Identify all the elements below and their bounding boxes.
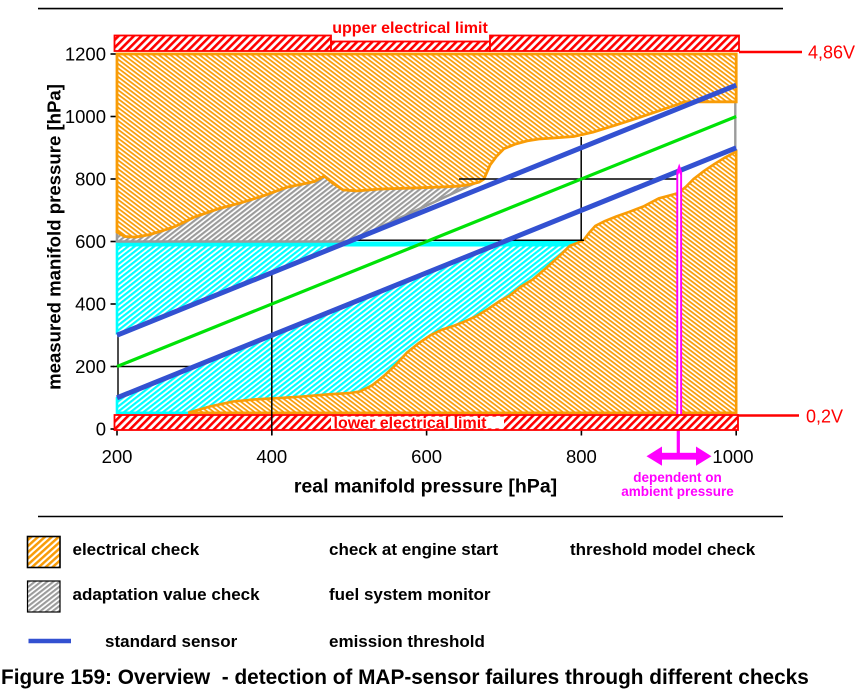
svg-text:1000: 1000 <box>65 106 106 127</box>
svg-text:electrical check: electrical check <box>73 540 200 559</box>
svg-text:upper electrical limit: upper electrical limit <box>332 20 488 37</box>
svg-text:emission threshold: emission threshold <box>329 632 485 651</box>
svg-text:adaptation value check: adaptation value check <box>73 585 261 604</box>
svg-text:800: 800 <box>75 169 106 190</box>
svg-text:0,2V: 0,2V <box>806 407 843 427</box>
svg-text:600: 600 <box>411 446 442 467</box>
svg-text:400: 400 <box>75 294 106 315</box>
svg-text:1000: 1000 <box>712 446 753 467</box>
svg-text:800: 800 <box>566 446 597 467</box>
svg-text:dependent on: dependent on <box>633 470 722 485</box>
svg-text:measured manifold pressure [hP: measured manifold pressure [hPa] <box>44 84 65 390</box>
svg-text:fuel system monitor: fuel system monitor <box>329 585 491 604</box>
svg-text:real manifold pressure [hPa]: real manifold pressure [hPa] <box>294 476 557 498</box>
svg-text:0: 0 <box>96 419 106 440</box>
svg-text:lower electrical limit: lower electrical limit <box>334 415 488 432</box>
svg-text:Figure 159: Overview - detect: Figure 159: Overview - detection of MAP-… <box>1 666 809 689</box>
svg-text:400: 400 <box>256 446 287 467</box>
svg-text:standard sensor: standard sensor <box>105 632 238 651</box>
svg-text:ambient pressure: ambient pressure <box>621 484 734 499</box>
svg-text:check at engine start: check at engine start <box>329 540 498 559</box>
svg-text:threshold model check: threshold model check <box>570 540 756 559</box>
svg-text:200: 200 <box>75 356 106 377</box>
svg-text:4,86V: 4,86V <box>808 43 855 63</box>
svg-text:200: 200 <box>102 446 133 467</box>
svg-text:1200: 1200 <box>65 44 106 65</box>
svg-text:600: 600 <box>75 231 106 252</box>
